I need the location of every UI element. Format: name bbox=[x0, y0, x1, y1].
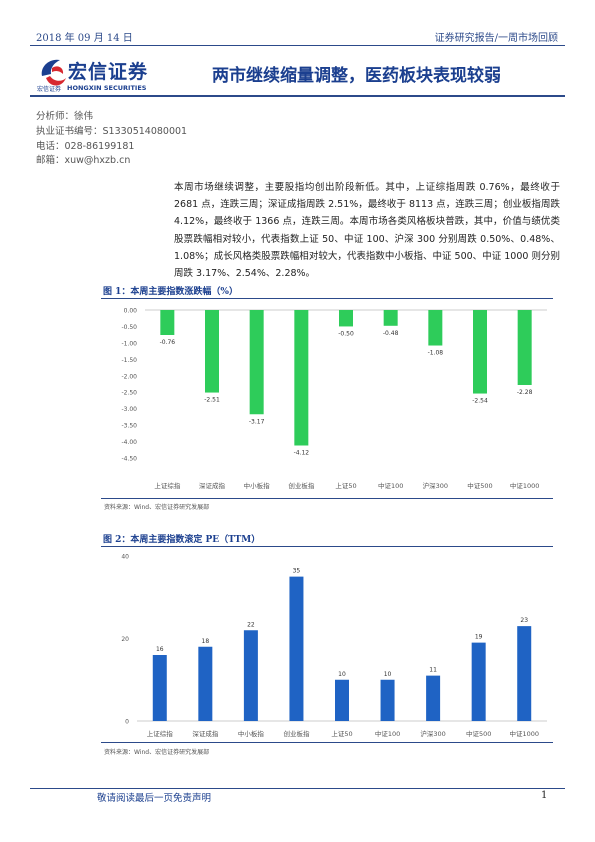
data-label: 10 bbox=[338, 671, 346, 678]
y-tick-label: 40 bbox=[121, 554, 129, 561]
figure1-bottom-rule bbox=[101, 498, 553, 499]
data-label: -2.51 bbox=[204, 397, 220, 404]
bar bbox=[243, 630, 258, 721]
footer-divider bbox=[30, 788, 565, 789]
x-tick-label: 中证1000 bbox=[509, 729, 539, 738]
bar bbox=[517, 626, 532, 721]
y-tick-label: 0.00 bbox=[124, 308, 138, 315]
brand-logo-icon bbox=[41, 59, 66, 86]
report-type: 证券研究报告/一周市场回顾 bbox=[434, 33, 558, 44]
x-tick-label: 深证成指 bbox=[199, 481, 226, 490]
x-tick-label: 创业板指 bbox=[283, 729, 310, 738]
report-title: 两市继续缩量调整，医药板块表现较弱 bbox=[212, 66, 501, 86]
bar bbox=[473, 310, 487, 394]
bar bbox=[205, 310, 219, 393]
x-tick-label: 沪深300 bbox=[423, 481, 448, 490]
summary-paragraph: 本周市场继续调整，主要股指均创出阶段新低。其中，上证综指周跌 0.76%，最终收… bbox=[174, 182, 560, 280]
data-label: 18 bbox=[202, 638, 210, 645]
bar bbox=[335, 679, 349, 721]
bar bbox=[471, 642, 486, 721]
analyst-name: 分析师：徐伟 bbox=[36, 111, 94, 122]
data-label: -4.12 bbox=[294, 450, 310, 457]
figure2-bottom-rule bbox=[101, 742, 553, 743]
data-label: -0.76 bbox=[160, 339, 176, 346]
y-tick-label: -2.00 bbox=[121, 373, 137, 380]
bar bbox=[249, 310, 264, 415]
chart1-change-pct: 0.00 -0.50 -1.00 -1.50 -2.00 -2.50 -3.00 -3.50 -… bbox=[121, 308, 547, 490]
bar bbox=[380, 679, 395, 721]
bar bbox=[289, 576, 304, 721]
report-date: 2018 年 09 月 14 日 bbox=[36, 33, 133, 44]
figure2-source: 资料来源：Wind、宏信证券研究发展部 bbox=[104, 749, 210, 756]
data-label: -2.28 bbox=[517, 389, 533, 396]
data-label: 19 bbox=[475, 634, 483, 641]
bar bbox=[428, 310, 443, 346]
figure1-source: 资料来源：Wind、宏信证券研究发展部 bbox=[104, 504, 210, 511]
x-tick-label: 中证100 bbox=[375, 729, 400, 738]
header-divider bbox=[30, 45, 565, 46]
data-label: -0.50 bbox=[338, 330, 354, 337]
data-label: 11 bbox=[429, 667, 437, 674]
y-tick-label: -4.50 bbox=[121, 456, 137, 463]
x-tick-label: 中小板指 bbox=[238, 729, 265, 738]
brand-name-small: 宏信证券 bbox=[37, 86, 62, 93]
y-tick-label: -4.00 bbox=[121, 439, 137, 446]
data-label: 35 bbox=[293, 568, 301, 575]
data-label: 23 bbox=[520, 617, 528, 624]
bar bbox=[383, 310, 398, 326]
data-label: -3.17 bbox=[249, 418, 265, 425]
x-tick-label: 中证100 bbox=[378, 481, 403, 490]
y-tick-label: -3.00 bbox=[121, 406, 137, 413]
data-label: 10 bbox=[384, 671, 392, 678]
x-tick-label: 中小板指 bbox=[244, 481, 271, 490]
x-tick-label: 上证50 bbox=[331, 729, 352, 738]
x-tick-label: 上证50 bbox=[335, 481, 356, 490]
bar bbox=[426, 675, 441, 721]
x-tick-label: 中证1000 bbox=[510, 481, 540, 490]
figure1-title: 图 1：本周主要指数涨跌幅（%） bbox=[103, 287, 238, 297]
bar bbox=[160, 310, 175, 335]
x-tick-label: 创业板指 bbox=[288, 481, 315, 490]
analyst-phone: 电话：028-86199181 bbox=[36, 141, 135, 152]
y-tick-label: -0.50 bbox=[121, 324, 137, 331]
x-tick-label: 中证500 bbox=[467, 481, 492, 490]
figure1-top-rule bbox=[101, 298, 553, 299]
x-tick-label: 上证综指 bbox=[154, 481, 181, 490]
title-divider bbox=[30, 95, 565, 97]
chart2-pe-ttm: 0 20 40 16 上证综指 18 深证成指 22 中小板指 35 创业板指 10 上证50 10 中证1… bbox=[121, 554, 547, 738]
bar bbox=[517, 310, 532, 385]
data-label: 16 bbox=[156, 646, 164, 653]
y-tick-label: -2.50 bbox=[121, 390, 137, 397]
figure2-title: 图 2：本周主要指数滚定 PE（TTM） bbox=[103, 535, 261, 545]
data-label: -1.08 bbox=[428, 350, 444, 357]
footer-disclaimer: 敬请阅读最后一页免责声明 bbox=[97, 793, 212, 804]
y-tick-label: -1.50 bbox=[121, 357, 137, 364]
x-tick-label: 沪深300 bbox=[420, 729, 445, 738]
bar bbox=[294, 310, 309, 446]
bar bbox=[339, 310, 353, 327]
x-tick-label: 上证综指 bbox=[147, 729, 174, 738]
y-tick-label: -3.50 bbox=[121, 423, 137, 430]
y-tick-label: -1.00 bbox=[121, 340, 137, 347]
bar bbox=[152, 655, 167, 721]
data-label: 22 bbox=[247, 621, 255, 628]
brand-name: 宏信证券 bbox=[68, 61, 149, 83]
page-number: 1 bbox=[541, 790, 548, 801]
data-label: -2.54 bbox=[472, 398, 488, 405]
analyst-email: 邮箱：xuw@hxzb.cn bbox=[36, 155, 131, 166]
figure2-top-rule bbox=[101, 546, 553, 547]
brand-name-en: HONGXIN SECURITIES bbox=[67, 84, 147, 92]
bar bbox=[198, 646, 213, 721]
y-tick-label: 20 bbox=[121, 636, 129, 643]
x-tick-label: 深证成指 bbox=[192, 729, 219, 738]
analyst-license: 执业证书编号：S1330514080001 bbox=[36, 126, 188, 137]
data-label: -0.48 bbox=[383, 330, 399, 337]
y-tick-label: 0 bbox=[125, 719, 129, 726]
x-tick-label: 中证500 bbox=[466, 729, 491, 738]
